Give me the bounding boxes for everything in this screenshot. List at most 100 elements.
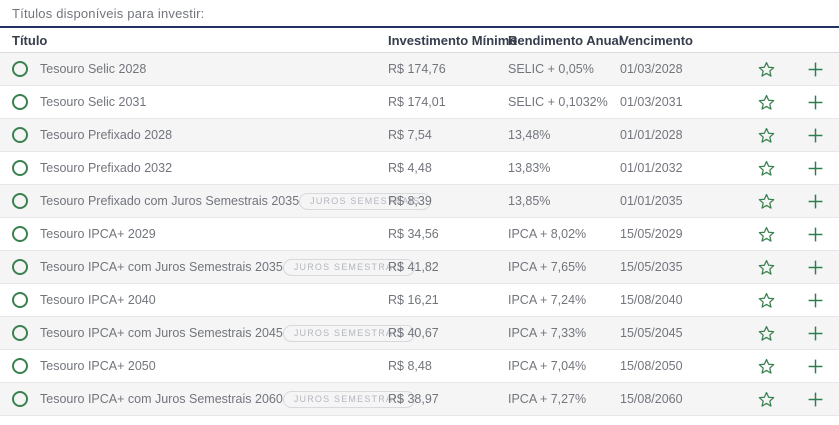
table-row: Tesouro Selic 2031 R$ 174,01 SELIC + 0,1… xyxy=(0,86,839,119)
plus-icon[interactable] xyxy=(807,160,824,177)
select-bond-radio[interactable] xyxy=(12,292,28,308)
bond-title: Tesouro IPCA+ com Juros Semestrais 2035 xyxy=(40,260,283,274)
min-investment-value: R$ 4,48 xyxy=(388,161,432,175)
table-body: Tesouro Selic 2028 R$ 174,76 SELIC + 0,0… xyxy=(0,53,839,416)
maturity-date: 15/05/2045 xyxy=(620,326,683,340)
maturity-date: 15/08/2060 xyxy=(620,392,683,406)
maturity-date: 15/08/2050 xyxy=(620,359,683,373)
favorite-star-icon[interactable] xyxy=(757,192,776,211)
juros-semestrais-badge: JUROS SEMESTRAIS xyxy=(299,192,432,210)
favorite-star-icon[interactable] xyxy=(757,258,776,277)
annual-yield-value: IPCA + 7,65% xyxy=(508,260,587,274)
favorite-star-icon[interactable] xyxy=(757,324,776,343)
bond-title: Tesouro Selic 2028 xyxy=(40,62,147,76)
bond-title: Tesouro Selic 2031 xyxy=(40,95,147,109)
favorite-star-icon[interactable] xyxy=(757,126,776,145)
available-titles-panel: Títulos disponíveis para investir: Títul… xyxy=(0,6,839,416)
min-investment-value: R$ 7,54 xyxy=(388,128,432,142)
annual-yield-value: IPCA + 8,02% xyxy=(508,227,587,241)
min-investment-value: R$ 174,01 xyxy=(388,95,446,109)
favorite-star-icon[interactable] xyxy=(757,357,776,376)
min-investment-value: R$ 16,21 xyxy=(388,293,439,307)
maturity-date: 01/03/2031 xyxy=(620,95,683,109)
juros-semestrais-badge: JUROS SEMESTRAIS xyxy=(282,390,416,408)
bond-title: Tesouro IPCA+ 2040 xyxy=(40,293,156,307)
select-bond-radio[interactable] xyxy=(12,226,28,242)
page-title: Títulos disponíveis para investir: xyxy=(12,6,205,21)
table-row: Tesouro Prefixado 2028 R$ 7,54 13,48% 01… xyxy=(0,119,839,152)
annual-yield-value: IPCA + 7,33% xyxy=(508,326,587,340)
min-investment-value: R$ 40,67 xyxy=(388,326,439,340)
column-header-investimento: Investimento Mínimo xyxy=(388,32,518,48)
bond-title: Tesouro Prefixado 2032 xyxy=(40,161,173,175)
select-bond-radio[interactable] xyxy=(12,391,28,407)
table-row: Tesouro IPCA+ com Juros Semestrais 2035 … xyxy=(0,251,839,284)
table-header: Título Investimento Mínimo Rendimento An… xyxy=(0,28,839,53)
table-row: Tesouro Selic 2028 R$ 174,76 SELIC + 0,0… xyxy=(0,53,839,86)
annual-yield-value: 13,83% xyxy=(508,161,551,175)
select-bond-radio[interactable] xyxy=(12,127,28,143)
favorite-star-icon[interactable] xyxy=(757,225,776,244)
maturity-date: 15/08/2040 xyxy=(620,293,683,307)
maturity-date: 01/01/2035 xyxy=(620,194,683,208)
annual-yield-value: IPCA + 7,04% xyxy=(508,359,587,373)
table-row: Tesouro Prefixado com Juros Semestrais 2… xyxy=(0,185,839,218)
favorite-star-icon[interactable] xyxy=(757,159,776,178)
juros-semestrais-badge: JUROS SEMESTRAIS xyxy=(282,324,416,342)
juros-semestrais-badge: JUROS SEMESTRAIS xyxy=(282,258,416,276)
annual-yield-value: IPCA + 7,24% xyxy=(508,293,587,307)
plus-icon[interactable] xyxy=(807,325,824,342)
table-row: Tesouro Prefixado 2032 R$ 4,48 13,83% 01… xyxy=(0,152,839,185)
select-bond-radio[interactable] xyxy=(12,358,28,374)
min-investment-value: R$ 8,48 xyxy=(388,359,432,373)
maturity-date: 15/05/2029 xyxy=(620,227,683,241)
annual-yield-value: SELIC + 0,05% xyxy=(508,62,594,76)
plus-icon[interactable] xyxy=(807,193,824,210)
min-investment-value: R$ 174,76 xyxy=(388,62,446,76)
title-divider xyxy=(0,26,839,28)
favorite-star-icon[interactable] xyxy=(757,93,776,112)
plus-icon[interactable] xyxy=(807,127,824,144)
select-bond-radio[interactable] xyxy=(12,94,28,110)
favorite-star-icon[interactable] xyxy=(757,291,776,310)
plus-icon[interactable] xyxy=(807,292,824,309)
bond-title: Tesouro IPCA+ 2029 xyxy=(40,227,156,241)
table-row: Tesouro IPCA+ com Juros Semestrais 2045 … xyxy=(0,317,839,350)
plus-icon[interactable] xyxy=(807,61,824,78)
table-row: Tesouro IPCA+ com Juros Semestrais 2060 … xyxy=(0,383,839,416)
maturity-date: 01/01/2028 xyxy=(620,128,683,142)
plus-icon[interactable] xyxy=(807,391,824,408)
column-header-vencimento: Vencimento xyxy=(620,32,693,48)
table-row: Tesouro IPCA+ 2040 R$ 16,21 IPCA + 7,24%… xyxy=(0,284,839,317)
plus-icon[interactable] xyxy=(807,94,824,111)
min-investment-value: R$ 38,97 xyxy=(388,392,439,406)
min-investment-value: R$ 41,82 xyxy=(388,260,439,274)
maturity-date: 01/01/2032 xyxy=(620,161,683,175)
select-bond-radio[interactable] xyxy=(12,325,28,341)
bond-title: Tesouro Prefixado com Juros Semestrais 2… xyxy=(40,194,300,208)
select-bond-radio[interactable] xyxy=(12,193,28,209)
bond-title: Tesouro IPCA+ com Juros Semestrais 2045 xyxy=(40,326,283,340)
bond-title: Tesouro IPCA+ 2050 xyxy=(40,359,156,373)
select-bond-radio[interactable] xyxy=(12,61,28,77)
column-header-titulo: Título xyxy=(12,32,48,48)
annual-yield-value: 13,85% xyxy=(508,194,551,208)
plus-icon[interactable] xyxy=(807,226,824,243)
favorite-star-icon[interactable] xyxy=(757,390,776,409)
annual-yield-value: 13,48% xyxy=(508,128,551,142)
select-bond-radio[interactable] xyxy=(12,259,28,275)
min-investment-value: R$ 34,56 xyxy=(388,227,439,241)
maturity-date: 15/05/2035 xyxy=(620,260,683,274)
maturity-date: 01/03/2028 xyxy=(620,62,683,76)
select-bond-radio[interactable] xyxy=(12,160,28,176)
table-row: Tesouro IPCA+ 2029 R$ 34,56 IPCA + 8,02%… xyxy=(0,218,839,251)
bond-title: Tesouro IPCA+ com Juros Semestrais 2060 xyxy=(40,392,283,406)
favorite-star-icon[interactable] xyxy=(757,60,776,79)
plus-icon[interactable] xyxy=(807,358,824,375)
table-row: Tesouro IPCA+ 2050 R$ 8,48 IPCA + 7,04% … xyxy=(0,350,839,383)
plus-icon[interactable] xyxy=(807,259,824,276)
column-header-rendimento: Rendimento Anual xyxy=(508,32,623,48)
annual-yield-value: SELIC + 0,1032% xyxy=(508,95,608,109)
bond-title: Tesouro Prefixado 2028 xyxy=(40,128,173,142)
min-investment-value: R$ 8,39 xyxy=(388,194,432,208)
